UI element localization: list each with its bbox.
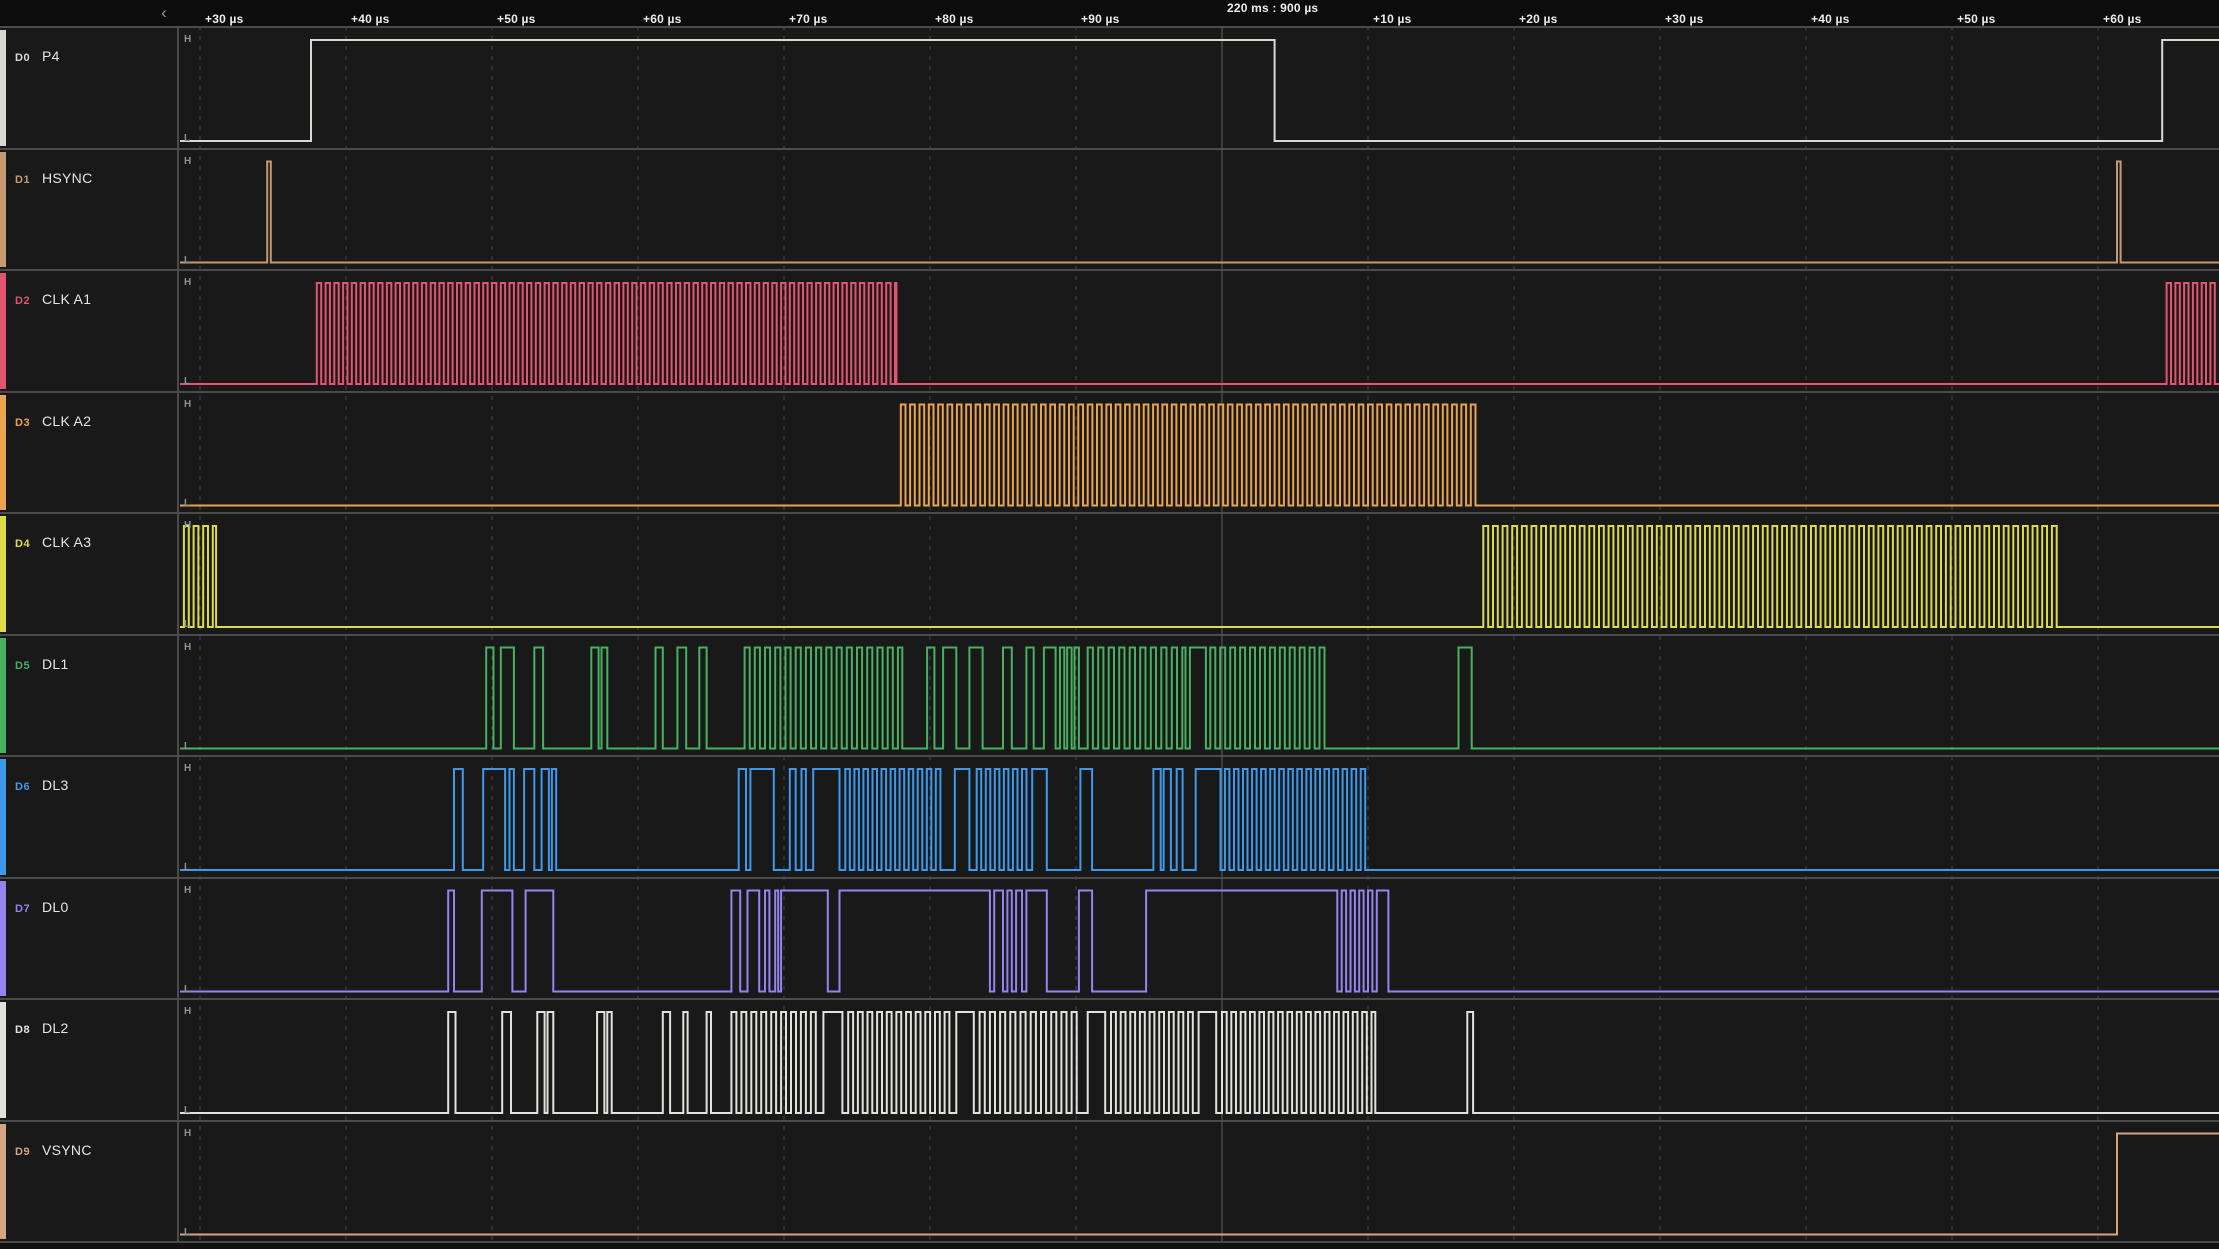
timeline-tick-label: +70 µs: [789, 12, 828, 26]
timeline-tick-label: +80 µs: [935, 12, 974, 26]
timeline-tick-label: +40 µs: [351, 12, 390, 26]
channel-row[interactable]: D0 P4 H L: [0, 26, 2219, 148]
channel-id-label: D3: [15, 416, 31, 429]
channel-id-label: D7: [15, 902, 31, 915]
timeline-collapse-chevron-icon[interactable]: ‹: [161, 3, 167, 22]
timeline-tick-label: +30 µs: [1665, 12, 1704, 26]
level-high-label: H: [184, 155, 192, 167]
channel-row[interactable]: D6 DL3 H L: [0, 755, 2219, 877]
level-low-label: L: [184, 983, 191, 995]
bottom-row-divider: [0, 1241, 2219, 1243]
level-low-label: L: [184, 497, 191, 509]
bottom-margin: [0, 1243, 2219, 1249]
channel-color-strip: [0, 1123, 6, 1239]
channel-row[interactable]: D2 CLK A1 H L: [0, 269, 2219, 391]
channel-color-strip: [0, 30, 6, 146]
channel-id-label: D8: [15, 1024, 31, 1036]
channel-name-label: DL2: [42, 1020, 69, 1036]
level-low-label: L: [184, 376, 191, 387]
channel-color-strip: [0, 880, 6, 996]
timeline-tick-label: +50 µs: [497, 12, 536, 26]
channel-id-label: D9: [15, 1145, 31, 1158]
level-high-label: H: [184, 277, 192, 288]
channel-name-label: CLK A3: [42, 534, 92, 550]
timeline-anchor-label: 220 ms : 900 µs: [1227, 1, 1319, 15]
timeline-ruler[interactable]: ‹ +30 µs +40 µs +50 µs +60 µs +70 µs +80 µs +9…: [0, 0, 2219, 26]
channel-id-label: D0: [15, 52, 31, 64]
channel-id-label: D5: [15, 659, 31, 672]
channel-row[interactable]: D7 DL0 H L: [0, 876, 2219, 998]
channel-name-label: CLK A1: [42, 291, 92, 307]
level-low-label: L: [184, 619, 191, 630]
level-high-label: H: [184, 34, 192, 45]
channel-name-label: VSYNC: [42, 1141, 92, 1158]
level-low-label: L: [184, 1105, 191, 1116]
channel-row[interactable]: D3 CLK A2 H L: [0, 390, 2219, 512]
level-high-label: H: [184, 641, 192, 653]
channel-row[interactable]: D1 HSYNC H L: [0, 147, 2219, 269]
channel-color-strip: [0, 637, 6, 753]
level-high-label: H: [184, 1006, 192, 1017]
timeline-tick-label: +60 µs: [643, 12, 682, 26]
timeline-tick-label: +90 µs: [1081, 12, 1120, 26]
level-high-label: H: [184, 520, 192, 531]
channel-color-strip: [0, 273, 6, 389]
channel-id-label: D4: [15, 538, 31, 550]
channel-name-label: CLK A2: [42, 412, 92, 429]
channel-name-label: HSYNC: [42, 169, 93, 186]
timeline-tick-label: +20 µs: [1519, 12, 1558, 26]
channel-id-label: D6: [15, 781, 31, 793]
channel-color-strip: [0, 151, 6, 267]
level-low-label: L: [184, 133, 191, 144]
channel-row[interactable]: D9 VSYNC H L: [0, 1119, 2219, 1241]
channel-name-label: DL0: [42, 898, 69, 915]
channel-name-label: DL1: [42, 655, 69, 672]
channel-name-label: P4: [42, 48, 60, 64]
level-high-label: H: [184, 884, 192, 896]
channel-name-label: DL3: [42, 777, 69, 793]
channel-color-strip: [0, 394, 6, 510]
level-high-label: H: [184, 1127, 192, 1139]
level-low-label: L: [184, 740, 191, 752]
channel-color-strip: [0, 1002, 6, 1118]
channel-color-strip: [0, 516, 6, 632]
channel-id-label: D2: [15, 295, 31, 307]
level-high-label: H: [184, 763, 192, 774]
timeline-tick-label: +10 µs: [1373, 12, 1412, 26]
timeline-tick-label: +30 µs: [205, 12, 244, 26]
level-high-label: H: [184, 398, 192, 410]
timeline-tick-label: +40 µs: [1811, 12, 1850, 26]
channel-row[interactable]: D5 DL1 H L: [0, 633, 2219, 755]
level-low-label: L: [184, 254, 191, 266]
level-low-label: L: [184, 862, 191, 873]
channel-row[interactable]: D8 DL2 H L: [0, 998, 2219, 1120]
timeline-tick-label: +60 µs: [2103, 12, 2142, 26]
channel-id-label: D1: [15, 173, 31, 186]
sidebar-divider: [177, 26, 179, 1243]
level-low-label: L: [184, 1226, 191, 1238]
channel-color-strip: [0, 759, 6, 875]
timeline-tick-label: +50 µs: [1957, 12, 1996, 26]
channel-row[interactable]: D4 CLK A3 H L: [0, 512, 2219, 634]
